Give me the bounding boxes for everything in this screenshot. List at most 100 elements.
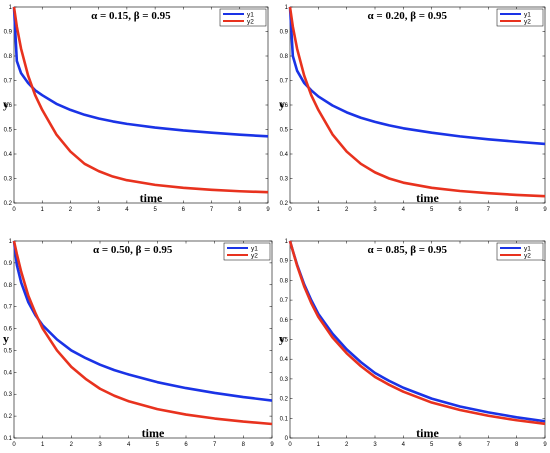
plot-frame [13, 240, 273, 439]
y-tick-label: 0.4 [280, 152, 289, 158]
x-tick-label: 3 [373, 442, 377, 448]
y-tick-label: 0.3 [4, 392, 13, 398]
series-line-y1 [12, 240, 273, 402]
y-tick-label: 0.7 [4, 305, 13, 311]
y-tick-label: 0.9 [280, 30, 289, 36]
y-tick-label: 0.2 [4, 414, 13, 420]
series-line-y2 [12, 240, 273, 426]
y-tick-label: 0.6 [280, 103, 289, 109]
x-tick-label: 7 [487, 442, 491, 448]
x-tick-label: 6 [458, 207, 462, 213]
plot-frame [289, 240, 546, 439]
x-axis-label: time [142, 426, 165, 440]
x-tick-label: 6 [458, 442, 462, 448]
legend-label-y2: y2 [247, 18, 254, 25]
series-line-y1 [12, 6, 269, 138]
y-tick-label: 0.8 [280, 278, 289, 284]
x-tick-label: 8 [238, 207, 242, 213]
x-tick-label: 8 [515, 207, 519, 213]
x-tick-label: 5 [430, 442, 434, 448]
series-line-y1 [288, 6, 546, 146]
series-line-y2 [12, 6, 269, 194]
y-tick-label: 0.5 [280, 128, 289, 134]
x-tick-label: 7 [213, 442, 217, 448]
x-tick-label: 2 [69, 207, 73, 213]
y-tick-label: 1 [285, 5, 289, 11]
y-axis-label: y [279, 332, 285, 346]
x-tick-label: 6 [184, 442, 188, 448]
y-tick-label: 0.5 [280, 338, 289, 344]
y-tick-label: 0.6 [4, 327, 13, 333]
x-tick-label: 5 [153, 207, 157, 213]
y-tick-label: 0.6 [280, 318, 289, 324]
chart-title: α = 0.85, β = 0.95 [368, 244, 448, 256]
y-tick-label: 0.2 [4, 201, 13, 207]
x-tick-label: 1 [41, 207, 45, 213]
y-tick-label: 1 [9, 239, 13, 245]
y-tick-label: 0 [285, 436, 289, 442]
y-tick-label: 0.7 [280, 79, 289, 85]
y-tick-label: 0.2 [280, 397, 289, 403]
x-tick-label: 9 [543, 207, 547, 213]
y-tick-label: 0.9 [4, 261, 13, 267]
legend-label-y1: y1 [524, 11, 531, 18]
chart-title: α = 0.15, β = 0.95 [91, 10, 171, 22]
series-line-y2 [288, 240, 546, 426]
x-tick-label: 0 [288, 207, 292, 213]
x-tick-label: 8 [242, 442, 246, 448]
x-tick-label: 2 [345, 442, 349, 448]
chart-title: α = 0.50, β = 0.95 [93, 244, 173, 256]
y-tick-label: 0.9 [4, 30, 13, 36]
legend-box [223, 242, 271, 261]
chart-panel-1: 0 1 2 3 4 5 6 7 8 9 0.2 0.3 0.4 0.5 0.6 0.7 0.8 0.9 1 time y… [3, 5, 270, 213]
x-tick-label: 1 [41, 442, 45, 448]
y-tick-label: 0.7 [280, 298, 289, 304]
x-tick-label: 4 [402, 207, 406, 213]
y-tick-label: 0.8 [280, 54, 289, 60]
chart-title: α = 0.20, β = 0.95 [368, 10, 448, 22]
x-tick-label: 3 [98, 442, 102, 448]
x-tick-label: 9 [270, 442, 274, 448]
x-tick-label: 2 [345, 207, 349, 213]
x-tick-label: 7 [487, 207, 491, 213]
x-tick-label: 0 [12, 207, 16, 213]
y-tick-label: 0.3 [4, 177, 13, 183]
y-tick-label: 0.8 [4, 283, 13, 289]
chart-panel-2: 0 1 2 3 4 5 6 7 8 9 0.2 0.3 0.4 0.5 0.6 0.7 0.8 0.9 1 time y… [279, 5, 547, 213]
x-tick-label: 3 [97, 207, 101, 213]
x-tick-label: 5 [156, 442, 160, 448]
y-tick-label: 0.8 [4, 54, 13, 60]
x-tick-label: 7 [210, 207, 214, 213]
x-tick-label: 4 [127, 442, 131, 448]
legend-label-y2: y2 [524, 252, 531, 259]
y-tick-label: 0.9 [280, 259, 289, 265]
y-tick-label: 1 [285, 239, 289, 245]
plot-frame [289, 6, 546, 204]
x-tick-label: 9 [543, 442, 547, 448]
legend-label-y1: y1 [247, 11, 254, 18]
legend-label-y2: y2 [524, 18, 531, 25]
chart-panel-3: 0 1 2 3 4 5 6 7 8 9 0.1 0.2 0.3 0.4 0.5 0.6 0.7 0.8 0.9 1 ti… [3, 239, 274, 448]
legend-label-y1: y1 [524, 245, 531, 252]
y-tick-label: 0.6 [4, 103, 13, 109]
y-tick-label: 0.5 [4, 128, 13, 134]
x-tick-label: 1 [317, 207, 321, 213]
plot-frame [13, 6, 269, 204]
series-line-y2 [288, 6, 546, 198]
x-axis-label: time [416, 426, 439, 440]
y-tick-label: 0.1 [280, 416, 289, 422]
y-tick-label: 0.7 [4, 79, 13, 85]
legend-label-y2: y2 [251, 252, 258, 259]
y-tick-label: 0.4 [4, 370, 13, 376]
y-tick-label: 0.1 [4, 436, 13, 442]
x-tick-label: 0 [12, 442, 16, 448]
x-tick-label: 4 [125, 207, 129, 213]
y-tick-label: 0.2 [280, 201, 289, 207]
y-tick-label: 0.4 [4, 152, 13, 158]
y-axis-label: y [3, 332, 9, 346]
